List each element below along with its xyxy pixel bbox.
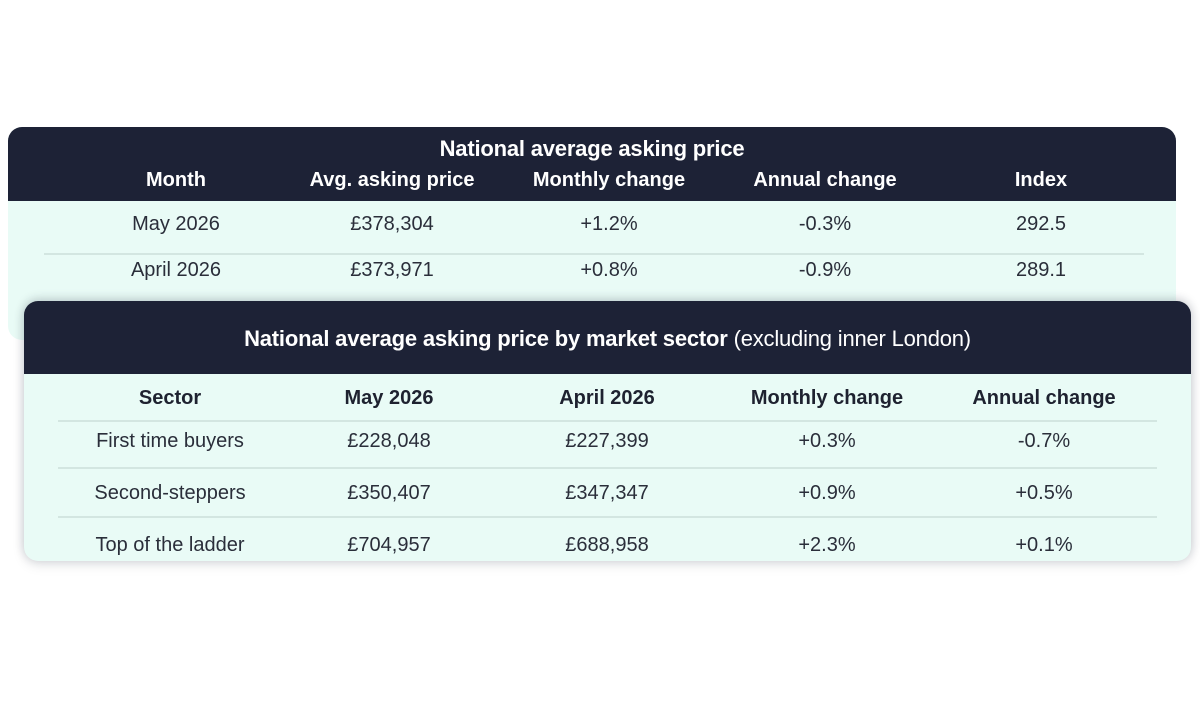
table-cell: Top of the ladder — [95, 534, 245, 556]
table-cell: +0.8% — [580, 259, 638, 281]
row-divider — [44, 253, 1144, 255]
row-divider — [58, 467, 1157, 469]
table-cell: £688,958 — [565, 534, 649, 556]
column-header: Monthly change — [532, 169, 686, 191]
table-cell: 292.5 — [1015, 213, 1067, 235]
table-cell: £228,048 — [347, 430, 431, 452]
table-cell: +2.3% — [798, 534, 856, 556]
table-cell: First time buyers — [96, 430, 244, 452]
table-cell: £378,304 — [350, 213, 434, 235]
sector-table-title: National average asking price by market … — [24, 326, 1191, 352]
column-header: Annual change — [972, 387, 1116, 409]
table-cell: -0.9% — [798, 259, 852, 281]
row-divider — [58, 420, 1157, 422]
table-cell: +0.9% — [798, 482, 856, 504]
table-cell: £373,971 — [350, 259, 434, 281]
table-cell: -0.3% — [798, 213, 852, 235]
table-cell: 289.1 — [1015, 259, 1067, 281]
column-header: Month — [146, 169, 206, 191]
column-header: Index — [1014, 169, 1068, 191]
sector-table-title-main: National average asking price by market … — [244, 326, 728, 351]
table-cell: £704,957 — [347, 534, 431, 556]
column-header: Annual change — [753, 169, 897, 191]
asking-price-table: National average asking price Month Avg. … — [8, 127, 1176, 340]
sector-table: National average asking price by market … — [24, 301, 1191, 561]
sector-table-header — [24, 301, 1191, 374]
table-cell: -0.7% — [1017, 430, 1071, 452]
table-cell: +1.2% — [580, 213, 638, 235]
column-header: Avg. asking price — [309, 169, 475, 191]
column-header: Monthly change — [750, 387, 904, 409]
table-cell: Second-steppers — [94, 482, 246, 504]
sector-table-subtitle: (excluding inner London) — [733, 326, 972, 351]
column-header: May 2026 — [344, 387, 434, 409]
column-header: April 2026 — [559, 387, 655, 409]
table-cell: +0.3% — [798, 430, 856, 452]
column-header: Sector — [138, 387, 202, 409]
table-cell: +0.1% — [1015, 534, 1073, 556]
row-divider — [58, 516, 1157, 518]
table-cell: £227,399 — [565, 430, 649, 452]
table-cell: +0.5% — [1015, 482, 1073, 504]
asking-price-table-header — [8, 127, 1176, 201]
table-cell: £350,407 — [347, 482, 431, 504]
asking-price-table-title: National average asking price — [439, 136, 745, 161]
table-cell: £347,347 — [565, 482, 649, 504]
table-cell: May 2026 — [132, 213, 220, 235]
table-cell: April 2026 — [130, 259, 222, 281]
